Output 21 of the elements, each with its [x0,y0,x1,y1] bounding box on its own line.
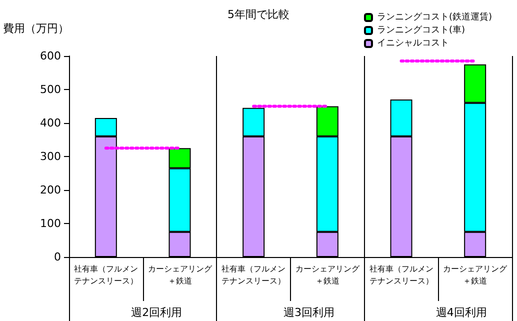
x-tick-label: 社有車（フルメンテナンスリース） [222,264,286,286]
x-tick-label: 社有車（フルメンテナンスリース） [369,264,434,286]
text: 週3回利用 [284,306,334,319]
y-tick-label: 200 [40,184,61,196]
legend-label: イニシャルコスト [376,38,449,48]
y-tick-label: 100 [40,217,61,230]
text: 週4回利用 [436,306,487,319]
text: 週2回利用 [131,306,182,319]
x-tick-label: カーシェアリング＋鉄道 [295,264,360,286]
y-tick-label: 600 [40,50,61,62]
legend-label: ランニングコスト(鉄道運賃) [376,12,492,22]
chart-title: 5年間で比較 [228,8,290,21]
x-tick-label: カーシェアリング＋鉄道 [148,264,213,286]
y-axis-title: 費用（万円） [3,22,69,35]
legend-label: ランニングコスト(車) [376,24,466,36]
y-tick-label: 500 [40,83,61,96]
y-tick-label: 0 [54,250,61,264]
x-tick-label: カーシェアリング＋鉄道 [443,264,508,286]
y-tick-label: 400 [40,116,61,130]
x-tick-label: 社有車（フルメンテナンスリース） [74,264,138,286]
y-tick-label: 300 [40,150,61,163]
